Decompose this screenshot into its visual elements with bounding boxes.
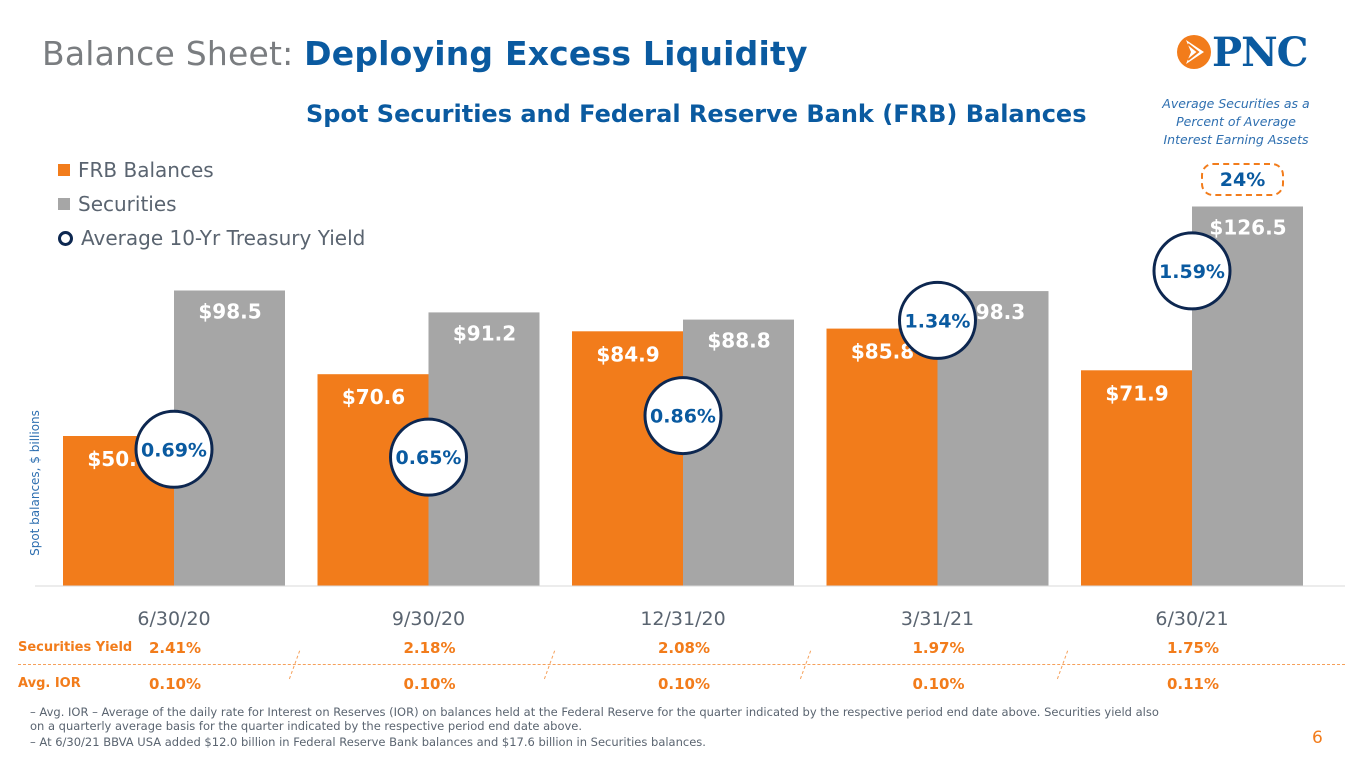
legend-label-securities: Securities	[78, 192, 177, 216]
avg-ior-value: 0.10%	[148, 675, 202, 693]
securities-value-label: $98.5	[198, 300, 261, 324]
securities-yield-value: 2.08%	[657, 639, 711, 657]
slide-title: Balance Sheet: Deploying Excess Liquidit…	[42, 34, 808, 73]
securities-yield-value: 2.41%	[148, 639, 202, 657]
securities-yield-value: 1.75%	[1166, 639, 1220, 657]
treasury-yield-label: 1.34%	[905, 310, 971, 332]
frb-bar	[572, 331, 683, 586]
pnc-logo	[1177, 35, 1211, 69]
treasury-yield-point	[389, 417, 468, 497]
y-axis-label: Spot balances, $ billions	[28, 410, 42, 556]
table-slash	[543, 650, 557, 680]
treasury-yield-label: 0.69%	[141, 439, 207, 461]
treasury-yield-point	[643, 376, 723, 456]
chart-legend: FRB Balances Securities Average 10-Yr Tr…	[58, 153, 365, 255]
frb-value-label: $71.9	[1105, 381, 1168, 405]
frb-value-label: $84.9	[596, 342, 659, 366]
pnc-logo-text: PNC	[1212, 29, 1308, 76]
avg-ior-value: 0.10%	[403, 675, 456, 693]
avg-securities-note: Average Securities as a Percent of Avera…	[1162, 96, 1310, 147]
treasury-yield-point	[1152, 231, 1232, 311]
footnote-ior: – Avg. IOR – Average of the daily rate f…	[30, 705, 1159, 719]
treasury-yield-label: 0.65%	[396, 447, 462, 469]
treasury-yield-point	[898, 280, 977, 360]
securities-value-label: $91.2	[453, 321, 516, 345]
slide-title-main: Deploying Excess Liquidity	[304, 34, 808, 73]
legend-item-frb: FRB Balances	[58, 153, 365, 187]
table-slash	[288, 650, 302, 680]
x-tick-label: 12/31/20	[640, 608, 725, 630]
avg-ior-value: 0.10%	[657, 675, 711, 693]
securities-yield-value: 2.18%	[403, 639, 456, 657]
table-divider	[18, 664, 1345, 665]
bar-chart: $50.0$98.50.69%6/30/20$70.6$91.20.65%9/3…	[35, 206, 1345, 630]
treasury-yield-label: 0.86%	[650, 406, 716, 428]
avg-ior-value: 0.11%	[1166, 675, 1220, 693]
securities-value-label: $88.8	[707, 329, 770, 353]
x-tick-label: 6/30/21	[1155, 608, 1228, 630]
legend-label-treasury: Average 10-Yr Treasury Yield	[81, 226, 366, 250]
avg-securities-percent: 24%	[1201, 163, 1284, 196]
legend-item-treasury: Average 10-Yr Treasury Yield	[58, 221, 365, 255]
treasury-yield-label: 1.59%	[1159, 261, 1225, 283]
frb-bar	[1081, 370, 1192, 586]
frb-value-label: $85.8	[851, 340, 914, 364]
legend-label-frb: FRB Balances	[78, 158, 214, 182]
avg-ior-label: Avg. IOR	[18, 676, 81, 691]
x-tick-label: 6/30/20	[137, 608, 210, 630]
frb-bar	[826, 328, 938, 586]
securities-bar	[683, 319, 794, 586]
chart-title: Spot Securities and Federal Reserve Bank…	[306, 100, 1087, 128]
table-slash	[1056, 650, 1070, 680]
securities-value-label: $126.5	[1209, 216, 1286, 240]
x-tick-label: 9/30/20	[392, 608, 465, 630]
securities-yield-value: 1.97%	[912, 639, 965, 657]
legend-item-securities: Securities	[58, 187, 365, 221]
footnote-ior-cont: on a quarterly average basis for the qua…	[30, 719, 583, 733]
frb-value-label: $70.6	[342, 385, 405, 409]
treasury-yield-point	[134, 409, 214, 489]
table-slash	[799, 650, 813, 680]
legend-ring-icon	[58, 230, 73, 246]
legend-swatch-frb	[58, 164, 70, 176]
slide-title-prefix: Balance Sheet:	[42, 34, 294, 73]
legend-swatch-securities	[58, 198, 70, 210]
x-tick-label: 3/31/21	[901, 608, 974, 630]
footnote-bbva: – At 6/30/21 BBVA USA added $12.0 billio…	[30, 735, 706, 749]
page-number: 6	[1312, 728, 1323, 748]
securities-yield-label: Securities Yield	[18, 640, 133, 655]
avg-ior-value: 0.10%	[912, 675, 965, 693]
